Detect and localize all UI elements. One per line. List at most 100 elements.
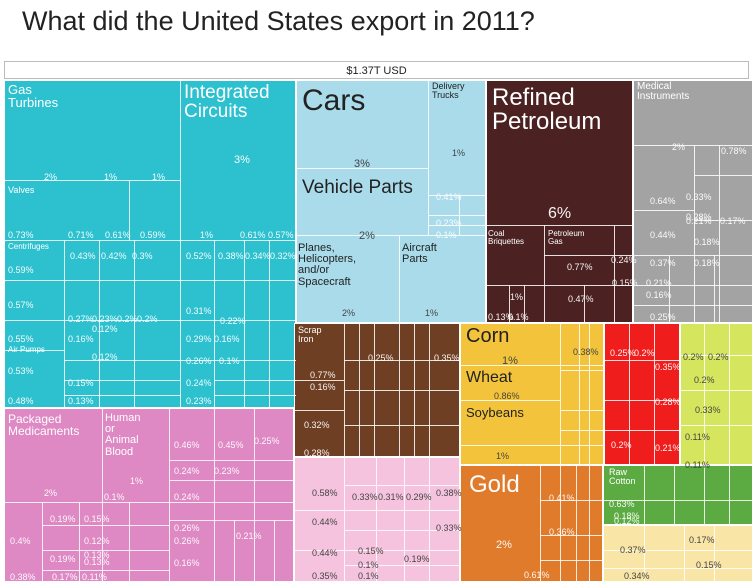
treemap-cell-border (79, 502, 80, 582)
treemap-cell-border (603, 568, 753, 569)
treemap-cell-border (540, 535, 603, 536)
treemap-cell-border (459, 195, 460, 235)
treemap-minor-share: 0.21% (236, 531, 262, 541)
treemap-cell-border (633, 255, 753, 256)
treemap-minor-share: 0.2% (634, 348, 655, 358)
treemap-cell-border (719, 145, 720, 323)
treemap-product-label: Centrifuges (8, 242, 49, 251)
treemap-cell-border (714, 525, 715, 582)
treemap-product-share: 0.77% (310, 370, 336, 380)
treemap-minor-share: 0.24% (174, 492, 200, 502)
treemap-minor-share: 1% (152, 172, 166, 182)
treemap-minor-share: 0.4% (10, 536, 31, 546)
treemap-group-vegetable (460, 323, 604, 465)
treemap-minor-share: 0.2% (117, 314, 138, 324)
treemap-cell-border (296, 235, 486, 236)
treemap-product-share: 1% (425, 308, 439, 318)
treemap-minor-share: 0.38% (10, 572, 36, 582)
treemap-cell-border (428, 195, 486, 196)
treemap-minor-share: 0.11% (685, 460, 710, 470)
treemap-cell-border (296, 168, 428, 169)
treemap-minor-share: 1% (200, 230, 214, 240)
treemap-cell-border (680, 425, 753, 426)
treemap-cell-border (714, 255, 715, 323)
treemap-minor-share: 0.25% (610, 348, 636, 358)
treemap-cell-border (102, 408, 103, 502)
treemap-cell-border (680, 390, 753, 391)
treemap-cell-border (274, 520, 275, 582)
treemap-minor-share: 0.18% (694, 237, 720, 247)
treemap-minor-share: 0.24% (611, 255, 637, 265)
treemap-minor-share: 0.25% (368, 353, 394, 363)
treemap-minor-share: 0.24% (186, 378, 212, 388)
treemap-minor-share: 0.1% (358, 560, 379, 570)
treemap-minor-share: 0.12% (92, 352, 118, 362)
treemap-minor-share: 0.2% (708, 352, 729, 362)
treemap-minor-share: 0.15% (696, 560, 722, 570)
treemap-minor-share: 0.21% (655, 443, 681, 453)
treemap-cell-border (180, 360, 296, 361)
treemap-minor-share: 0.15% (612, 278, 638, 288)
treemap-minor-share: 0.24% (174, 466, 200, 476)
treemap-minor-share: 0.64% (650, 196, 676, 206)
treemap-group-misc_red (604, 323, 680, 465)
treemap-cell-border (604, 400, 680, 401)
treemap-minor-share: 0.32% (270, 251, 296, 261)
treemap-cell-border (560, 410, 604, 411)
treemap-minor-share: 0.31% (186, 306, 212, 316)
treemap-product-label: Delivery Trucks (432, 81, 465, 101)
treemap-minor-share: 0.17% (52, 572, 78, 582)
treemap-product-share: 0.77% (567, 262, 593, 272)
treemap-group-plastics (294, 457, 460, 582)
treemap-minor-share: 0.23% (186, 396, 212, 406)
treemap-cell-border (544, 285, 614, 286)
treemap-product-label: Gas Turbines (8, 82, 59, 111)
treemap-minor-share: 0.23% (436, 218, 462, 228)
treemap-cell-border (428, 215, 486, 216)
treemap-minor-share: 0.61% (105, 230, 131, 240)
treemap-product-share: 2% (359, 230, 375, 242)
treemap-minor-share: 0.57% (268, 230, 294, 240)
treemap-cell-border (684, 525, 685, 582)
treemap-cell-border (576, 465, 577, 582)
treemap-minor-share: 0.1% (508, 312, 529, 322)
treemap-cell-border (99, 240, 100, 408)
treemap-group-stone (460, 465, 603, 582)
treemap-cell-border (64, 360, 180, 361)
treemap-product-label: Planes, Helicopters, and/or Spacecraft (298, 242, 357, 288)
treemap-product-share: 2% (44, 488, 58, 498)
treemap-minor-share: 0.44% (312, 548, 338, 558)
treemap-cell-border (680, 355, 753, 356)
treemap-minor-share: 0.13% (84, 550, 110, 560)
treemap-minor-share: 0.12% (84, 536, 110, 546)
treemap-cell-border (244, 240, 245, 408)
treemap-minor-share: 0.17% (689, 535, 715, 545)
treemap-cell-border (544, 225, 545, 323)
treemap-cell-border (294, 550, 460, 551)
treemap-cell-border (540, 500, 603, 501)
treemap-minor-share: 0.41% (436, 192, 462, 202)
treemap-cell-border (614, 225, 615, 323)
treemap-cell-border (404, 457, 405, 582)
treemap-cell-border (654, 323, 655, 465)
treemap-minor-share: 0.42% (101, 251, 127, 261)
treemap-cell-border (633, 285, 753, 286)
treemap-minor-share: 0.15% (358, 546, 384, 556)
treemap-product-share: 0.63% (609, 499, 635, 509)
treemap-cell-border (42, 550, 169, 551)
treemap-minor-share: 0.34% (624, 571, 650, 581)
treemap-minor-share: 0.61% (240, 230, 266, 240)
treemap-minor-share: 0.44% (312, 517, 338, 527)
treemap-minor-share: 0.33% (436, 523, 462, 533)
treemap-product-share: 0.59% (8, 265, 34, 275)
treemap-cell-border (169, 460, 294, 461)
treemap-minor-share: 0.33% (695, 405, 721, 415)
treemap-cell-border (4, 502, 294, 503)
treemap-minor-share: 0.44% (650, 230, 676, 240)
treemap-minor-share: 1% (104, 172, 118, 182)
treemap-minor-share: 0.21% (686, 216, 712, 226)
treemap-cell-border (460, 445, 604, 446)
treemap-cell-border (428, 80, 429, 235)
treemap-cell-border (42, 525, 169, 526)
treemap-cell-border (604, 430, 680, 431)
